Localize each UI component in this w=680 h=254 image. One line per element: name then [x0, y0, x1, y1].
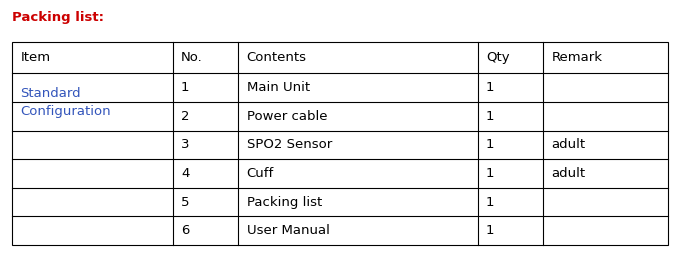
Text: 1: 1 [486, 224, 494, 237]
Text: Standard
Configuration: Standard Configuration [20, 87, 111, 118]
Text: 6: 6 [181, 224, 189, 237]
Text: 1: 1 [486, 81, 494, 94]
Text: Power cable: Power cable [247, 110, 327, 123]
Text: Contents: Contents [247, 51, 307, 64]
Text: 1: 1 [486, 110, 494, 123]
Text: Item: Item [20, 51, 50, 64]
Text: 5: 5 [181, 196, 190, 209]
Text: 4: 4 [181, 167, 189, 180]
Text: 1: 1 [181, 81, 190, 94]
Text: Packing list:: Packing list: [12, 11, 104, 24]
Text: SPO2 Sensor: SPO2 Sensor [247, 138, 332, 151]
Text: adult: adult [551, 167, 585, 180]
Text: No.: No. [181, 51, 203, 64]
Text: 1: 1 [486, 138, 494, 151]
Text: 2: 2 [181, 110, 190, 123]
Text: Remark: Remark [551, 51, 602, 64]
Text: Qty: Qty [486, 51, 509, 64]
Text: Main Unit: Main Unit [247, 81, 309, 94]
Text: Cuff: Cuff [247, 167, 274, 180]
Text: 1: 1 [486, 196, 494, 209]
Text: adult: adult [551, 138, 585, 151]
Text: Packing list: Packing list [247, 196, 322, 209]
Text: 3: 3 [181, 138, 190, 151]
Text: 1: 1 [486, 167, 494, 180]
Text: User Manual: User Manual [247, 224, 329, 237]
Bar [12, 42, 668, 245]
